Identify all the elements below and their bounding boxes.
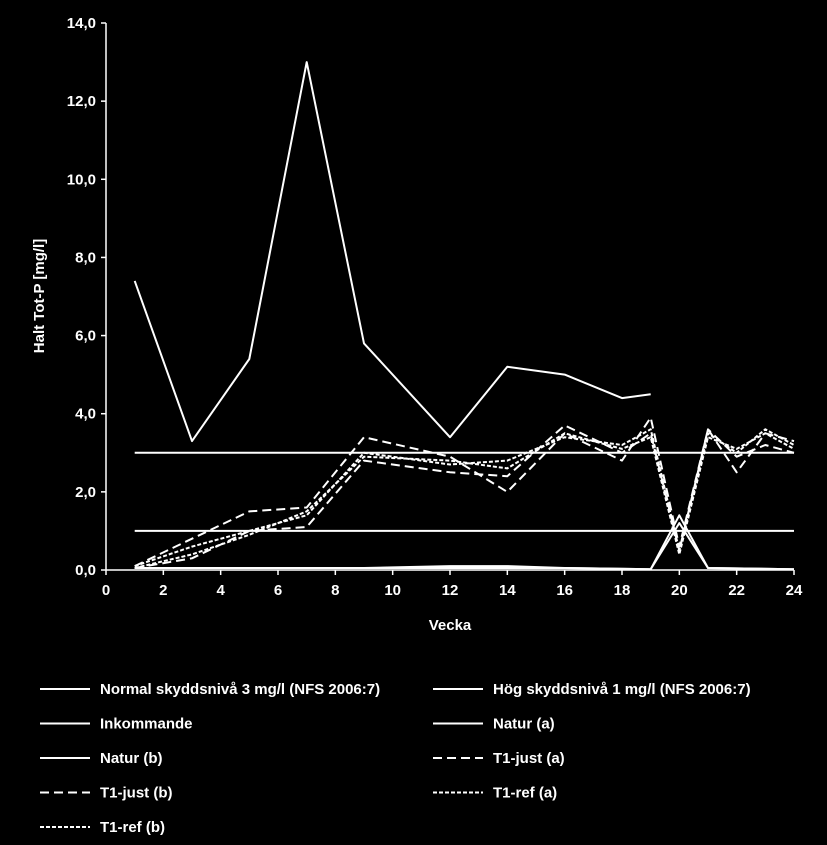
legend-label-9: T1-ref (b)	[100, 819, 165, 836]
x-tick-label: 18	[614, 582, 631, 599]
series-layer	[133, 61, 795, 571]
y-tick-label: 6,0	[75, 328, 96, 345]
x-tick-label: 24	[786, 582, 803, 599]
y-tick-label: 14,0	[67, 15, 96, 32]
x-tick-label: 2	[159, 582, 167, 599]
y-tick-label: 12,0	[67, 93, 96, 110]
legend-label-7: T1-just (b)	[100, 785, 173, 802]
legend-label-8: T1-ref (a)	[493, 785, 557, 802]
x-tick-label: 20	[671, 582, 688, 599]
y-tick-label: 4,0	[75, 406, 96, 423]
legend-label-6: T1-just (a)	[493, 750, 565, 767]
x-tick-label: 10	[384, 582, 401, 599]
y-tick-label: 8,0	[75, 249, 96, 266]
legend-label-2: Hög skyddsnivå 1 mg/l (NFS 2006:7)	[493, 681, 751, 698]
x-tick-label: 6	[274, 582, 282, 599]
axes: 0,02,04,06,08,010,012,014,00 2 4 6 8 10 12 14 16…	[67, 15, 803, 599]
series-line-5	[134, 522, 795, 571]
series-line-7	[134, 424, 795, 569]
x-tick-label: 16	[556, 582, 573, 599]
series-line-8	[134, 428, 795, 568]
y-tick-label: 0,0	[75, 562, 96, 579]
x-tick-label: 12	[442, 582, 459, 599]
x-tick-label: 4	[216, 582, 225, 599]
x-tick-label: 14	[499, 582, 516, 599]
x-tick-label: 8	[331, 582, 339, 599]
x-axis-title: Vecka	[429, 617, 472, 634]
series-line-9	[134, 432, 795, 569]
series-line-3	[133, 61, 651, 443]
legend: Normal skyddsnivå 3 mg/l (NFS 2006:7) Hög…	[40, 681, 751, 836]
y-tick-label: 10,0	[67, 171, 96, 188]
y-axis-title: Halt Tot-P [mg/l]	[31, 239, 48, 353]
legend-label-3: Inkommande	[100, 716, 193, 733]
legend-label-1: Normal skyddsnivå 3 mg/l (NFS 2006:7)	[100, 681, 380, 698]
series-line-4	[134, 514, 795, 571]
x-tick-label: 22	[728, 582, 745, 599]
legend-label-4: Natur (a)	[493, 716, 555, 733]
y-tick-label: 2,0	[75, 484, 96, 501]
x-tick-label: 0	[102, 582, 110, 599]
legend-label-5: Natur (b)	[100, 750, 163, 767]
